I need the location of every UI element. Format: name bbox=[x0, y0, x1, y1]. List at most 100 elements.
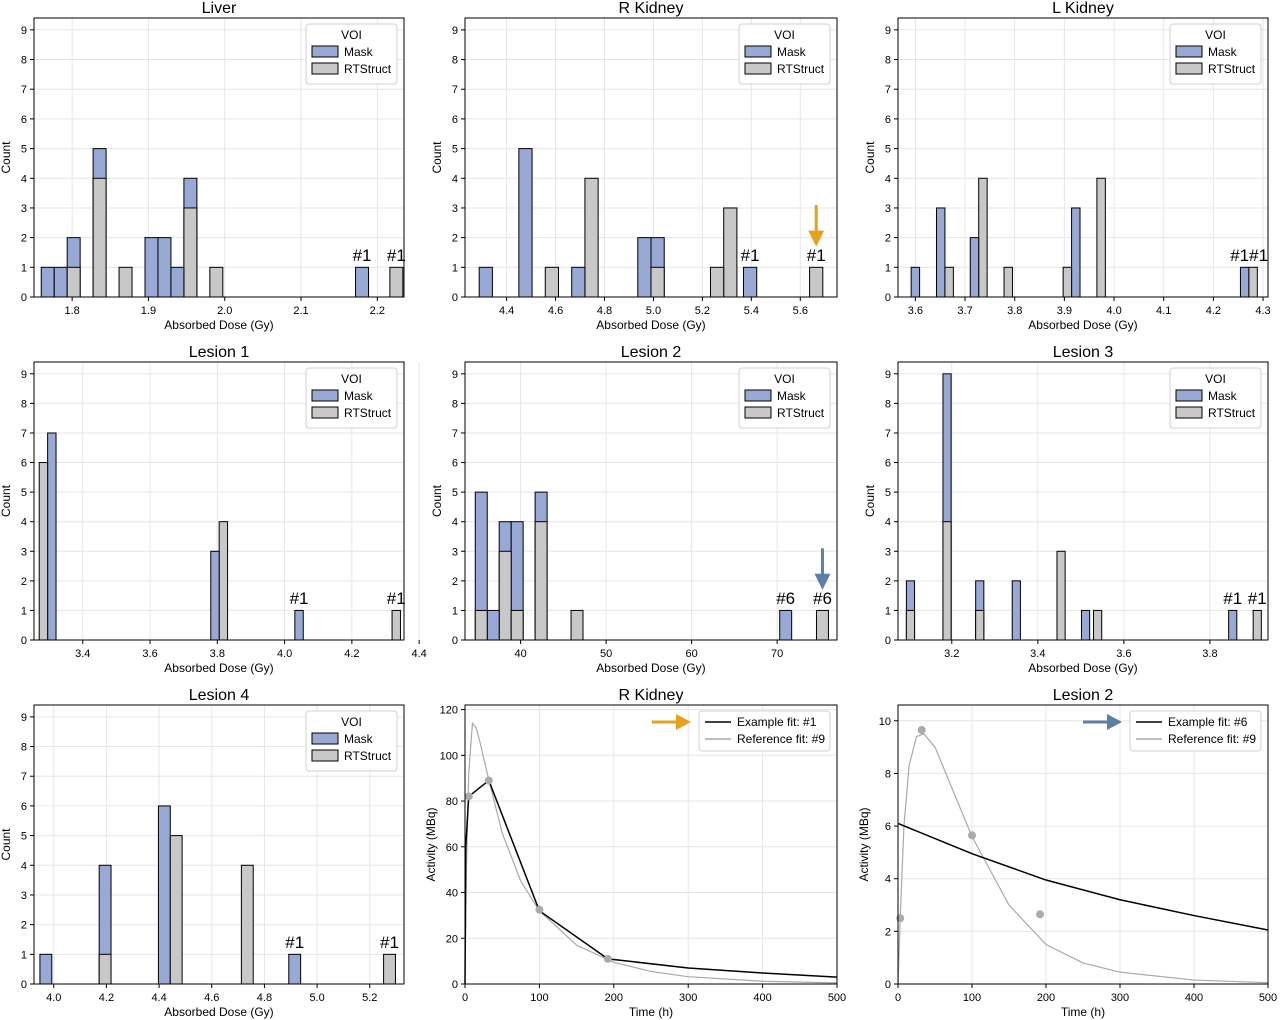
legend-label-rtstruct: RTStruct bbox=[344, 749, 392, 763]
annotation-arrow-head bbox=[1107, 714, 1122, 730]
x-tick-label: 1.8 bbox=[64, 305, 79, 317]
x-tick-label: 3.8 bbox=[210, 648, 225, 660]
x-tick-label: 2.0 bbox=[217, 305, 232, 317]
y-tick-label: 2 bbox=[885, 926, 891, 938]
rtstruct-bar bbox=[1248, 266, 1258, 298]
rtstruct-bar bbox=[570, 609, 584, 641]
rtstruct-bar bbox=[38, 462, 49, 641]
annotation-label: #1 bbox=[380, 933, 399, 952]
x-tick-label: 4.3 bbox=[1255, 305, 1270, 317]
annotation-label: #1 bbox=[285, 933, 304, 952]
x-tick-label: 3.6 bbox=[908, 305, 923, 317]
x-axis-label: Absorbed Dose (Gy) bbox=[1028, 318, 1137, 332]
legend-label-mask: Mask bbox=[777, 45, 807, 59]
legend-label-rtstruct: RTStruct bbox=[344, 62, 392, 76]
y-tick-label: 3 bbox=[885, 203, 891, 215]
x-tick-label: 2.1 bbox=[293, 305, 308, 317]
data-point bbox=[535, 905, 544, 914]
mask-bar bbox=[969, 237, 980, 298]
chart-title: L Kidney bbox=[1052, 0, 1114, 17]
legend-label-mask: Mask bbox=[344, 732, 374, 746]
x-tick-label: 3.7 bbox=[957, 305, 972, 317]
x-tick-label: 4.2 bbox=[344, 648, 359, 660]
y-axis-label: Count bbox=[0, 141, 13, 174]
x-tick-label: 4.6 bbox=[204, 992, 219, 1004]
annotation-label: #1 bbox=[353, 246, 372, 265]
x-axis-label: Absorbed Dose (Gy) bbox=[596, 318, 705, 332]
rtstruct-bar bbox=[389, 266, 404, 298]
y-tick-label: 20 bbox=[446, 933, 458, 945]
legend-label-rtstruct: RTStruct bbox=[1208, 62, 1256, 76]
x-tick-label: 4.4 bbox=[151, 992, 166, 1004]
x-tick-label: 500 bbox=[828, 992, 846, 1004]
annotation-arrow-head bbox=[808, 230, 825, 247]
annotation-label: #1 bbox=[807, 246, 826, 265]
x-tick-label: 4.6 bbox=[548, 305, 563, 317]
legend-title: VOI bbox=[341, 715, 362, 729]
data-point bbox=[896, 914, 905, 923]
y-axis-label: Activity (MBq) bbox=[857, 807, 871, 881]
legend-label-mask: Mask bbox=[344, 45, 374, 59]
y-tick-label: 60 bbox=[446, 842, 458, 854]
y-tick-label: 7 bbox=[452, 428, 458, 440]
legend: Example fit: #1 Reference fit: #9 bbox=[698, 710, 831, 752]
rtstruct-bar bbox=[1056, 550, 1066, 641]
x-tick-label: 4.8 bbox=[597, 305, 612, 317]
legend-swatch-rtstruct bbox=[744, 406, 772, 419]
rtstruct-bar bbox=[240, 864, 254, 985]
annotation-label: #1 bbox=[741, 246, 760, 265]
x-tick-label: 4.0 bbox=[1106, 305, 1121, 317]
x-axis-label: Absorbed Dose (Gy) bbox=[164, 661, 273, 675]
y-tick-label: 8 bbox=[885, 55, 891, 67]
mask-bar bbox=[47, 432, 57, 641]
annotation-label: #1 bbox=[387, 246, 406, 265]
x-axis-label: Absorbed Dose (Gy) bbox=[596, 661, 705, 675]
x-tick-label: 3.4 bbox=[75, 648, 90, 660]
data-point bbox=[464, 792, 473, 801]
y-tick-label: 7 bbox=[885, 84, 891, 96]
x-axis-label: Absorbed Dose (Gy) bbox=[1028, 661, 1137, 675]
panel-3: L Kidney 3.6 3.7 3.8 3.9 4.0 4.1 4.2 4.3 0 1 2 3 4 5 6 7… bbox=[863, 0, 1271, 332]
y-tick-label: 4 bbox=[885, 173, 891, 185]
data-point bbox=[603, 954, 612, 963]
chart-title: Lesion 2 bbox=[1053, 687, 1114, 704]
mask-bar bbox=[571, 266, 586, 298]
rtstruct-bar bbox=[978, 177, 988, 298]
data-point bbox=[484, 776, 493, 785]
x-tick-label: 300 bbox=[679, 992, 697, 1004]
annotation-label: #1 bbox=[290, 589, 309, 608]
x-tick-label: 100 bbox=[963, 992, 981, 1004]
y-tick-label: 2 bbox=[452, 576, 458, 588]
x-tick-label: 3.4 bbox=[1030, 648, 1045, 660]
y-tick-label: 3 bbox=[452, 546, 458, 558]
y-axis-label: Count bbox=[0, 828, 13, 861]
y-tick-label: 6 bbox=[885, 114, 891, 126]
y-axis-label: Count bbox=[430, 484, 444, 517]
rtstruct-bar bbox=[510, 609, 524, 641]
rtstruct-bar bbox=[66, 266, 81, 298]
mask-bar bbox=[637, 237, 652, 298]
y-tick-label: 6 bbox=[885, 458, 891, 470]
y-tick-label: 1 bbox=[885, 262, 891, 274]
x-tick-label: 60 bbox=[685, 648, 697, 660]
mask-bar bbox=[478, 266, 493, 298]
y-tick-label: 1 bbox=[21, 605, 27, 617]
x-tick-label: 500 bbox=[1259, 992, 1277, 1004]
y-tick-label: 40 bbox=[446, 888, 458, 900]
x-tick-label: 3.2 bbox=[944, 648, 959, 660]
legend-title: VOI bbox=[774, 372, 795, 386]
legend-swatch-rtstruct bbox=[1175, 406, 1203, 419]
rtstruct-bar bbox=[1003, 266, 1013, 298]
y-tick-label: 2 bbox=[885, 576, 891, 588]
y-tick-label: 2 bbox=[21, 233, 27, 245]
y-tick-label: 6 bbox=[21, 458, 27, 470]
mask-bar bbox=[1011, 580, 1021, 641]
y-tick-label: 1 bbox=[452, 262, 458, 274]
rtstruct-bar bbox=[709, 266, 725, 298]
y-tick-label: 1 bbox=[21, 949, 27, 961]
x-tick-label: 5.2 bbox=[695, 305, 710, 317]
chart-title: Lesion 1 bbox=[189, 344, 250, 361]
example-fit-line bbox=[897, 822, 1269, 931]
mask-bar bbox=[1071, 207, 1081, 298]
axes-frame bbox=[33, 704, 405, 985]
